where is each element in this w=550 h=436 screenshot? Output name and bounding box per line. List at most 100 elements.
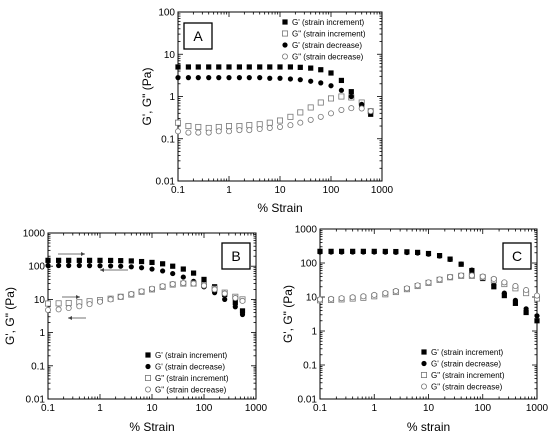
y-tick-label: 10	[34, 295, 46, 306]
data-point	[226, 75, 232, 81]
data-point	[338, 249, 345, 255]
x-tick-label: 10	[423, 403, 435, 414]
y-axis-title: G', G" (Pa)	[140, 68, 154, 126]
data-point	[468, 272, 475, 279]
data-point	[201, 276, 207, 283]
data-point	[216, 75, 222, 81]
panel-label: B	[231, 248, 240, 264]
y-tick-label: 1	[169, 92, 175, 103]
data-point	[534, 313, 540, 319]
data-point	[138, 288, 145, 295]
panel-label-box	[502, 242, 532, 270]
data-point	[338, 295, 345, 302]
data-point	[360, 293, 367, 300]
y-tick-label: 10	[164, 50, 176, 61]
x-tick-label: 1000	[371, 185, 394, 196]
series-2	[317, 249, 540, 319]
data-point	[287, 113, 294, 120]
data-point	[138, 258, 145, 265]
data-point	[232, 295, 239, 302]
data-point	[257, 64, 263, 70]
data-point	[501, 290, 507, 296]
data-point	[415, 250, 421, 256]
y-axis-title: G', G" (Pa)	[281, 285, 295, 343]
legend-marker	[281, 30, 288, 37]
data-point	[246, 64, 252, 70]
data-point	[328, 83, 334, 89]
panel-label: C	[512, 248, 522, 264]
data-point	[175, 64, 181, 70]
data-point	[287, 64, 294, 70]
y-tick-label: 100	[300, 259, 317, 270]
data-point	[246, 127, 253, 134]
series-4	[45, 280, 246, 313]
data-point	[195, 129, 202, 136]
data-point	[338, 87, 345, 93]
legend-label: G" (strain increment)	[431, 371, 505, 380]
data-point	[534, 318, 540, 324]
data-point	[307, 104, 314, 111]
data-point	[138, 265, 145, 271]
data-point	[297, 64, 303, 70]
arrow-head	[81, 252, 85, 256]
data-point	[76, 257, 82, 263]
data-point	[97, 298, 104, 305]
y-tick-label: 10	[306, 293, 318, 304]
data-point	[45, 300, 52, 307]
legend-label: G" (strain decrease)	[292, 53, 364, 62]
data-point	[317, 113, 324, 120]
data-point	[392, 288, 399, 295]
data-point	[338, 106, 345, 113]
data-point	[45, 262, 51, 269]
data-point	[327, 110, 334, 117]
data-point	[349, 294, 356, 301]
y-axis-title: G', G" (Pa)	[3, 287, 17, 345]
data-point	[404, 249, 410, 256]
arrow-head	[76, 295, 80, 299]
legend-label: G' (strain increment)	[292, 18, 365, 27]
x-tick-label: 0.1	[171, 185, 185, 196]
data-point	[318, 67, 324, 73]
legend-label: G" (strain increment)	[292, 30, 366, 39]
y-tick-label: 100	[158, 8, 175, 19]
legend-label: G' (strain decrease)	[292, 41, 362, 50]
data-point	[318, 80, 324, 86]
data-point	[266, 124, 273, 131]
data-point	[108, 263, 114, 269]
data-point	[195, 75, 201, 81]
arrow-head	[68, 316, 72, 320]
legend-marker	[145, 352, 151, 358]
data-point	[185, 129, 192, 136]
data-point	[276, 123, 283, 130]
data-point	[308, 78, 314, 84]
data-point	[56, 257, 62, 263]
x-tick-label: 10	[274, 185, 286, 196]
data-point	[297, 77, 303, 83]
data-point	[338, 93, 345, 100]
data-point	[180, 280, 187, 287]
y-tick-label: 1000	[23, 229, 46, 240]
data-point	[232, 304, 238, 310]
data-point	[348, 89, 354, 95]
x-tick-label: 1	[226, 185, 232, 196]
y-tick-label: 1000	[295, 225, 318, 236]
series-4	[174, 105, 374, 136]
data-point	[226, 64, 232, 70]
data-point	[174, 128, 181, 135]
data-point	[236, 127, 243, 134]
data-point	[276, 117, 283, 124]
x-axis-title: % Strain	[129, 420, 174, 434]
legend-label: G" (strain decrease)	[431, 383, 503, 392]
data-point	[97, 263, 103, 269]
data-point	[367, 108, 374, 115]
data-point	[55, 300, 62, 307]
data-point	[297, 119, 304, 126]
data-point	[97, 257, 103, 263]
legend-label: G" (strain increment)	[155, 374, 229, 383]
x-tick-label: 1	[97, 403, 103, 414]
data-point	[170, 263, 176, 269]
data-point	[328, 70, 334, 76]
data-point	[118, 258, 124, 264]
data-point	[458, 272, 465, 279]
legend-label: G' (strain decrease)	[155, 363, 225, 372]
